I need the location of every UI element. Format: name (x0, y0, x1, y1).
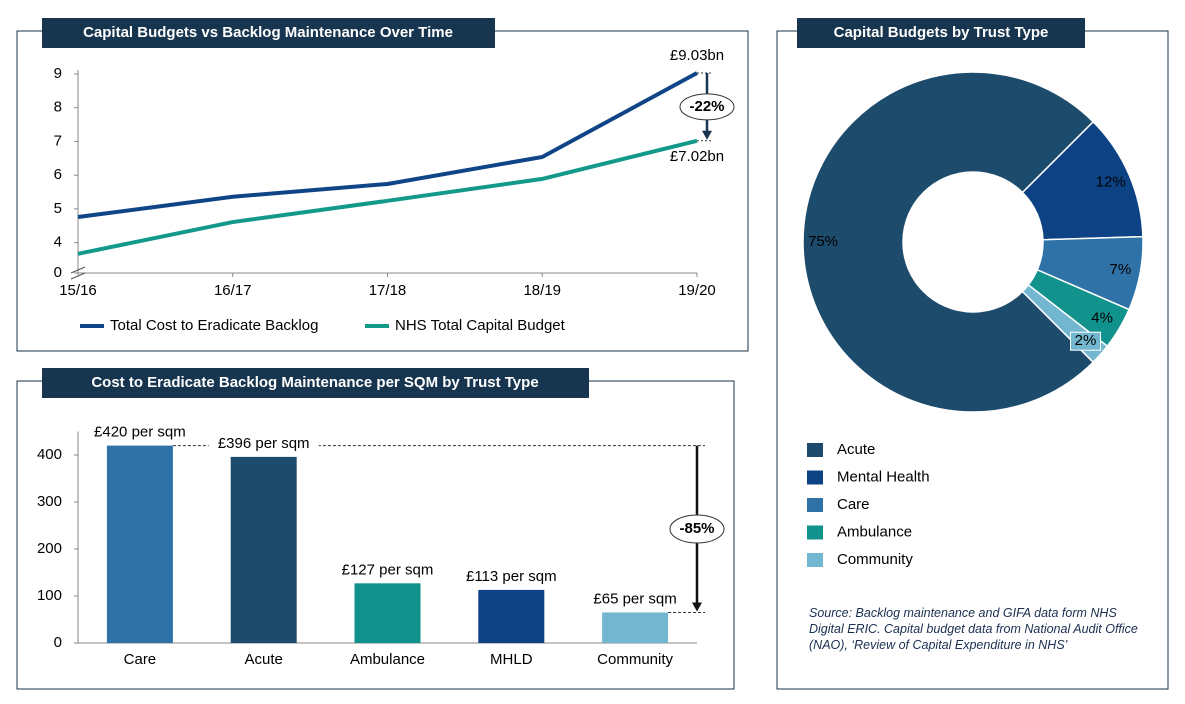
y-tick-label: 400 (37, 446, 62, 463)
end-label: £7.02bn (670, 148, 724, 165)
y-tick-label: 5 (54, 200, 62, 217)
x-tick-label: MHLD (490, 651, 533, 668)
y-tick-label: 0 (54, 634, 62, 651)
y-tick-label: 200 (37, 540, 62, 557)
title-tab (797, 18, 1085, 48)
label-bg (580, 590, 691, 608)
line-series (77, 138, 698, 256)
y-tick-label: 8 (54, 99, 62, 116)
value-label: 75% (808, 233, 838, 250)
line-series (77, 71, 698, 219)
end-label: £9.03bn (670, 47, 724, 64)
label-bg (208, 434, 319, 452)
bar (230, 456, 297, 643)
legend-swatch (807, 553, 823, 567)
y-tick-label: 300 (37, 493, 62, 510)
value-label: £420 per sqm (94, 424, 186, 441)
y-tick-label: 4 (54, 234, 62, 251)
value-label: 2% (1075, 332, 1097, 349)
x-tick-label: 18/19 (523, 282, 561, 299)
x-tick-label: 17/18 (369, 282, 407, 299)
change-arrow-head (702, 130, 712, 140)
legend-label: Ambulance (837, 523, 912, 540)
value-label: £127 per sqm (342, 561, 434, 578)
bar (354, 583, 421, 643)
legend-swatch (807, 443, 823, 457)
chart-title: Cost to Eradicate Backlog Maintenance pe… (91, 374, 538, 391)
value-label: 4% (1091, 309, 1113, 326)
y-tick-label: 9 (54, 65, 62, 82)
x-tick-label: Ambulance (350, 651, 425, 668)
chart-title: Capital Budgets vs Backlog Maintenance O… (83, 24, 453, 41)
title-tab (42, 368, 589, 398)
pie-slice (802, 71, 1095, 413)
bar (106, 445, 173, 643)
legend-swatch (807, 525, 823, 540)
change-badge (669, 514, 725, 544)
y-tick-label: 7 (54, 132, 62, 149)
label-bg (1070, 331, 1102, 351)
value-label: £65 per sqm (593, 590, 676, 607)
change-label: -22% (689, 98, 724, 115)
x-tick-label: 16/17 (214, 282, 252, 299)
label-bg (84, 423, 195, 441)
change-badge (679, 93, 735, 121)
label-bg (456, 567, 567, 585)
legend-label: Community (837, 551, 913, 568)
x-tick-label: Care (124, 651, 157, 668)
x-tick-label: Community (597, 651, 673, 668)
label-bg (332, 561, 443, 579)
x-tick-label: Acute (245, 651, 283, 668)
title-tab (42, 18, 495, 48)
legend-label: Total Cost to Eradicate Backlog (110, 317, 318, 334)
y-tick-label: 6 (54, 166, 62, 183)
bar (602, 612, 669, 643)
value-label: 12% (1096, 173, 1126, 190)
y-tick-label: 100 (37, 587, 62, 604)
axis-break (70, 266, 86, 274)
y-tick-label: 0 (54, 264, 62, 281)
value-label: £396 per sqm (218, 435, 310, 452)
legend-label: Mental Health (837, 468, 930, 485)
legend-label: NHS Total Capital Budget (395, 317, 566, 334)
bar (478, 589, 545, 643)
chart-title: Capital Budgets by Trust Type (834, 24, 1049, 41)
panel (16, 30, 749, 352)
legend-swatch (807, 470, 823, 485)
x-tick-label: 15/16 (59, 282, 97, 299)
value-label: 7% (1109, 261, 1131, 278)
x-tick-label: 19/20 (678, 282, 716, 299)
source-note: Source: Backlog maintenance and GIFA dat… (809, 606, 1138, 652)
legend-swatch (807, 498, 823, 512)
value-label: £113 per sqm (466, 568, 557, 585)
legend-label: Care (837, 496, 870, 513)
legend-label: Acute (837, 441, 875, 458)
change-arrow-head (692, 602, 702, 612)
change-label: -85% (679, 520, 714, 537)
